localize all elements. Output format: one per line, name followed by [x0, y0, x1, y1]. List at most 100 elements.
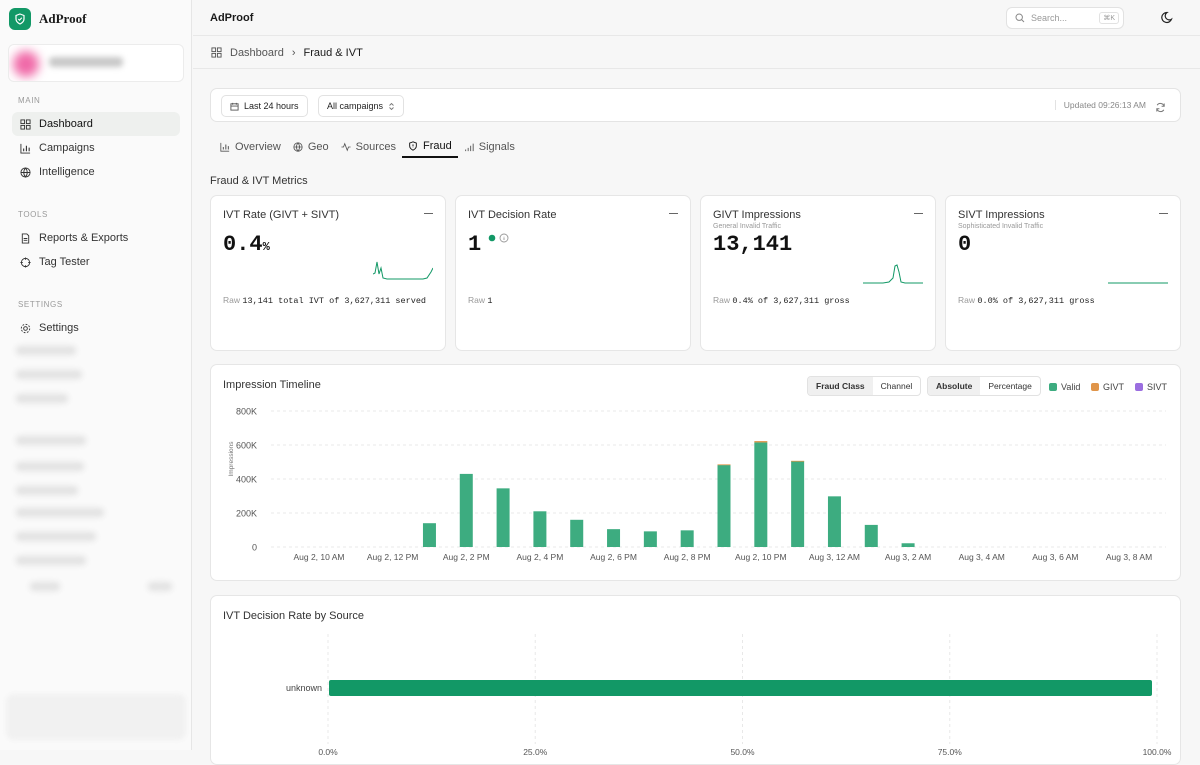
absolute-button[interactable]: Absolute [928, 377, 981, 395]
metric-card-givt: GIVT Impressions General Invalid Traffic… [700, 195, 936, 351]
bar-valid [496, 488, 510, 547]
impression-timeline-chart: 800K 600K 400K 200K 0 Impressions Aug 2, 10 AM… [228, 407, 1166, 562]
bar-valid [459, 473, 473, 547]
y-category-label: unknown [286, 683, 322, 693]
x-tick-label: 100.0% [1143, 747, 1172, 757]
x-tick-label: Aug 2, 2 PM [443, 552, 490, 562]
user-card-redacted[interactable] [6, 694, 186, 740]
theme-toggle-button[interactable] [1161, 10, 1175, 24]
card-subtitle: General Invalid Traffic [713, 223, 781, 230]
legend-item-sivt: SIVT [1135, 382, 1167, 392]
panel-title: IVT Decision Rate by Source [223, 610, 365, 622]
bar-chart-icon [220, 142, 230, 152]
date-range-button[interactable]: Last 24 hours [221, 95, 308, 117]
minimize-icon[interactable] [914, 213, 923, 214]
x-tick-label: 50.0% [730, 747, 755, 757]
legend-item-givt: GIVT [1091, 382, 1124, 392]
legend-swatch [1091, 383, 1099, 391]
breadcrumb-current: Fraud & IVT [303, 46, 363, 59]
card-subtitle: Sophisticated Invalid Traffic [958, 223, 1044, 230]
sidebar-item-label: Reports & Exports [39, 232, 129, 244]
x-tick-label: Aug 2, 12 PM [367, 552, 419, 562]
card-raw: Raw 0.4% of 3,627,311 gross [713, 295, 850, 306]
card-raw-label: Raw [713, 295, 731, 305]
bar-valid [680, 530, 694, 547]
bar-valid [533, 511, 547, 547]
bar-valid [827, 496, 841, 547]
sidebar-item-campaigns[interactable]: Campaigns [12, 136, 180, 160]
x-tick-label: Aug 3, 12 AM [809, 552, 860, 562]
fraud-class-button[interactable]: Fraud Class [808, 377, 873, 395]
card-raw: Raw 13,141 total IVT of 3,627,311 served [223, 295, 426, 306]
x-tick-label: Aug 2, 8 PM [664, 552, 711, 562]
minimize-icon[interactable] [669, 213, 678, 214]
x-tick-label: Aug 3, 8 AM [1106, 552, 1152, 562]
document-icon [21, 232, 30, 244]
redacted-nav-item [16, 370, 82, 379]
channel-button[interactable]: Channel [880, 381, 913, 391]
gear-icon [20, 323, 31, 333]
sidebar-item-label: Intelligence [39, 166, 95, 178]
section-label-main: MAIN [18, 96, 41, 105]
sidebar-item-settings[interactable]: Settings [12, 316, 180, 340]
sidebar: AdProof MAIN Dashboard Campaigns Intelli… [0, 0, 192, 750]
campaign-select-label: All campaigns [327, 101, 384, 111]
sidebar-item-reports[interactable]: Reports & Exports [12, 226, 180, 250]
card-raw-value: 13,141 total IVT of 3,627,311 served [242, 296, 427, 306]
card-value: 0.4% [223, 232, 270, 257]
shield-logo-icon [9, 8, 31, 30]
card-title: SIVT Impressions [958, 209, 1045, 221]
y-tick-label: 800K [236, 407, 257, 417]
tab-label: Signals [478, 141, 515, 153]
scale-toggle: Absolute Percentage [927, 376, 1041, 396]
workspace-name-redacted [49, 57, 123, 67]
campaign-select[interactable]: All campaigns [318, 95, 405, 117]
tab-sources[interactable]: Sources [335, 136, 402, 158]
bar-valid [643, 531, 657, 547]
legend-swatch [1135, 383, 1143, 391]
bar-valid [791, 461, 805, 547]
tab-geo[interactable]: Geo [287, 136, 335, 158]
search-input[interactable]: Search... ⌘K [1006, 7, 1124, 29]
card-value-number: 1 [468, 232, 482, 257]
tab-signals[interactable]: Signals [458, 136, 521, 158]
x-tick-label: 75.0% [938, 747, 963, 757]
tab-fraud[interactable]: Fraud [402, 136, 458, 158]
breadcrumb-root[interactable]: Dashboard [230, 46, 284, 59]
card-title: IVT Decision Rate [468, 209, 557, 221]
chevron-right-icon: › [291, 46, 296, 59]
brand[interactable]: AdProof [9, 8, 86, 30]
redacted-nav-item [16, 486, 78, 495]
y-axis-label: Impressions [228, 441, 235, 477]
sidebar-item-dashboard[interactable]: Dashboard [12, 112, 180, 136]
tab-overview[interactable]: Overview [214, 136, 287, 158]
minimize-icon[interactable] [424, 213, 433, 214]
workspace-avatar [13, 51, 39, 77]
tab-label: Overview [235, 141, 281, 153]
x-tick-label: Aug 2, 6 PM [590, 552, 637, 562]
search-placeholder: Search... [1031, 13, 1068, 23]
tab-label: Sources [355, 141, 396, 153]
y-tick-label: 0 [252, 543, 257, 553]
info-icon[interactable] [499, 233, 509, 243]
redacted-nav-item [30, 582, 60, 591]
metric-card-ivt-rate: IVT Rate (GIVT + SIVT) 0.4% Raw 13,141 t… [210, 195, 446, 351]
x-tick-label: 0.0% [318, 747, 338, 757]
card-value: 0 [958, 232, 971, 257]
card-value-number: 0.4 [223, 232, 263, 257]
card-raw-value: 0.0% of 3,627,311 gross [977, 296, 1095, 306]
sidebar-item-tag-tester[interactable]: Tag Tester [12, 250, 180, 274]
sidebar-item-intelligence[interactable]: Intelligence [12, 160, 180, 184]
x-tick-label: Aug 2, 10 AM [293, 552, 344, 562]
section-label-settings: SETTINGS [18, 300, 63, 309]
percentage-button[interactable]: Percentage [988, 381, 1032, 391]
panel-title: Impression Timeline [223, 379, 321, 391]
calendar-icon [230, 102, 239, 111]
card-raw-value: 1 [487, 296, 493, 306]
minimize-icon[interactable] [1159, 213, 1168, 214]
workspace-switcher[interactable] [8, 44, 184, 82]
refresh-icon [1156, 102, 1165, 113]
status-indicators [488, 233, 509, 243]
legend-label: SIVT [1147, 382, 1168, 392]
refresh-button[interactable] [1155, 100, 1166, 113]
